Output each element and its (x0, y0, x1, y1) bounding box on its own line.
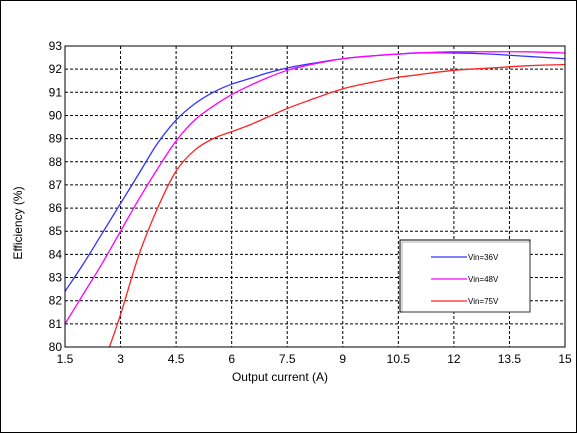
x-tick-label: 4.5 (168, 352, 185, 366)
y-tick-label: 87 (49, 178, 63, 192)
y-tick-label: 88 (49, 155, 63, 169)
series-line-3 (108, 63, 565, 347)
series-line-2 (65, 51, 565, 325)
y-tick-label: 84 (49, 247, 63, 261)
y-axis-ticks: 93 92 91 90 89 88 87 86 85 84 83 82 81 80 (49, 39, 63, 354)
y-tick-label: 81 (49, 317, 63, 331)
x-tick-label: 6 (228, 352, 235, 366)
y-tick-label: 91 (49, 85, 63, 99)
y-tick-label: 92 (49, 62, 63, 76)
y-tick-label: 80 (49, 340, 63, 354)
plot-border (64, 45, 566, 348)
y-tick-label: 85 (49, 224, 63, 238)
legend-label-2: Vin=48V (468, 275, 499, 284)
y-axis-label: Efficiency (%) (11, 186, 25, 259)
x-tick-label: 12 (447, 352, 461, 366)
y-tick-label: 89 (49, 132, 63, 146)
y-tick-label: 90 (49, 108, 63, 122)
series-lines (65, 51, 565, 347)
x-tick-label: 9 (339, 352, 346, 366)
legend: Vin=36V Vin=48V Vin=75V (399, 239, 531, 313)
y-tick-label: 82 (49, 294, 63, 308)
x-tick-label: 1.5 (57, 352, 74, 366)
x-axis-label: Output current (A) (232, 370, 328, 384)
legend-label-3: Vin=75V (468, 297, 499, 306)
x-tick-label: 3 (117, 352, 124, 366)
x-tick-label: 13.5 (498, 352, 522, 366)
x-tick-label: 10.5 (387, 352, 411, 366)
x-tick-label: 15 (558, 352, 572, 366)
y-tick-label: 93 (49, 39, 63, 53)
x-axis-ticks: 1.5 3 4.5 6 7.5 9 10.5 12 13.5 15 (57, 352, 572, 366)
legend-label-1: Vin=36V (468, 253, 499, 262)
y-tick-label: 83 (49, 271, 63, 285)
x-tick-label: 7.5 (279, 352, 296, 366)
y-tick-label: 86 (49, 201, 63, 215)
